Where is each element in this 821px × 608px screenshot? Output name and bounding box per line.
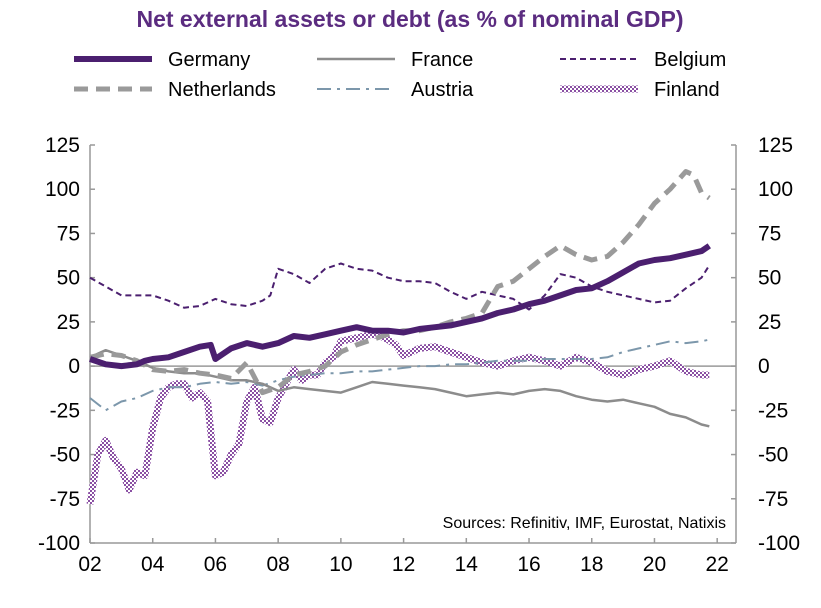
y-tick-label-left: 25 — [57, 311, 80, 334]
y-tick-label-left: 100 — [45, 178, 80, 201]
y-tick-label-left: 0 — [68, 355, 80, 378]
legend-item-belgium: Belgium — [560, 49, 726, 71]
series-line-netherlands — [89, 169, 711, 396]
legend-item-germany: Germany — [74, 49, 250, 71]
legend: Germany France Belgium Netherlands Austria Fi… — [74, 49, 726, 101]
x-tick-label: 16 — [517, 553, 540, 576]
legend-label: Netherlands — [168, 79, 276, 101]
y-tick-label-right: 100 — [758, 178, 793, 201]
y-tick-label-right: -25 — [758, 399, 788, 422]
series-line-france — [89, 348, 710, 428]
x-tick-label: 22 — [706, 553, 729, 576]
y-tick-label-left: -100 — [38, 532, 80, 555]
y-tick-label-left: 50 — [57, 267, 80, 290]
legend-label: Austria — [411, 79, 474, 101]
x-tick-label: 14 — [455, 553, 479, 576]
legend-label: France — [411, 49, 473, 71]
legend-label: Belgium — [654, 49, 726, 71]
y-tick-label-right: -100 — [758, 532, 800, 555]
legend-item-finland: Finland — [560, 79, 720, 101]
legend-item-netherlands: Netherlands — [74, 79, 276, 101]
y-tick-label-right: 125 — [758, 134, 793, 157]
x-tick-label: 12 — [392, 553, 415, 576]
x-tick-label: 02 — [78, 553, 101, 576]
y-tick-label-left: 75 — [57, 222, 80, 245]
legend-label: Germany — [168, 49, 250, 71]
series-line-germany — [89, 243, 711, 370]
legend-item-france: France — [317, 49, 473, 71]
x-tick-label: 20 — [643, 553, 666, 576]
y-tick-label-left: 125 — [45, 134, 80, 157]
x-tick-label: 06 — [204, 553, 227, 576]
legend-label: Finland — [654, 79, 720, 101]
source-note: Sources: Refinitiv, IMF, Eurostat, Natix… — [443, 515, 726, 532]
series-line-austria — [89, 338, 710, 412]
y-tick-label-left: -50 — [50, 444, 80, 467]
x-tick-label: 10 — [329, 553, 352, 576]
series-line-belgium — [89, 262, 711, 311]
y-tick-label-right: 75 — [758, 222, 781, 245]
y-tick-label-right: -50 — [758, 444, 788, 467]
chart-title: Net external assets or debt (as % of nom… — [136, 6, 683, 32]
axes: 125 125 100 100 75 75 50 50 25 25 0 0 -25 -25 -50 -50 -7… — [38, 134, 800, 576]
legend-item-austria: Austria — [317, 79, 474, 101]
x-tick-label: 18 — [580, 553, 603, 576]
y-tick-label-right: -75 — [758, 488, 788, 511]
series-line-finland — [86, 330, 710, 505]
x-tick-label: 08 — [266, 553, 289, 576]
y-tick-label-right: 0 — [758, 355, 770, 378]
y-tick-label-left: -25 — [50, 399, 80, 422]
y-tick-label-right: 25 — [758, 311, 781, 334]
plot-area — [86, 169, 711, 505]
x-tick-label: 04 — [141, 553, 165, 576]
y-tick-label-left: -75 — [50, 488, 80, 511]
y-tick-label-right: 50 — [758, 267, 781, 290]
